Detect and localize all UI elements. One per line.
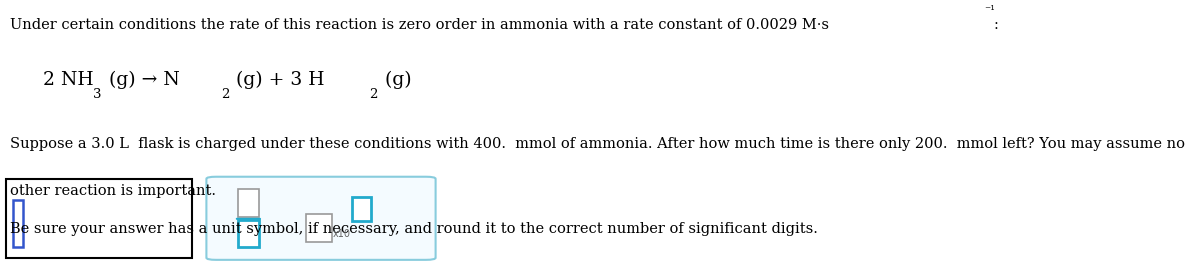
Text: 2: 2 <box>370 88 378 101</box>
FancyBboxPatch shape <box>13 200 23 247</box>
Text: ⁻¹: ⁻¹ <box>984 4 995 17</box>
Text: Under certain conditions the rate of this reaction is zero order in ammonia with: Under certain conditions the rate of thi… <box>10 18 829 32</box>
Text: Be sure your answer has a unit symbol, if necessary, and round it to the correct: Be sure your answer has a unit symbol, i… <box>10 222 817 236</box>
Text: 2: 2 <box>221 88 229 101</box>
Text: (g) → N: (g) → N <box>103 71 179 89</box>
Text: Suppose a 3.0 L  flask is charged under these conditions with 400.  mmol of ammo: Suppose a 3.0 L flask is charged under t… <box>10 137 1184 151</box>
Text: x10: x10 <box>332 229 350 239</box>
Text: :: : <box>994 18 998 32</box>
FancyBboxPatch shape <box>6 179 192 258</box>
FancyBboxPatch shape <box>306 214 332 242</box>
Text: 2 NH: 2 NH <box>43 71 94 89</box>
FancyBboxPatch shape <box>238 220 259 247</box>
FancyBboxPatch shape <box>352 197 371 221</box>
Text: (g): (g) <box>379 71 412 89</box>
Text: other reaction is important.: other reaction is important. <box>10 184 216 198</box>
FancyBboxPatch shape <box>238 189 259 217</box>
FancyBboxPatch shape <box>206 177 436 260</box>
Text: (g) + 3 H: (g) + 3 H <box>230 71 325 89</box>
Text: 3: 3 <box>94 88 102 101</box>
